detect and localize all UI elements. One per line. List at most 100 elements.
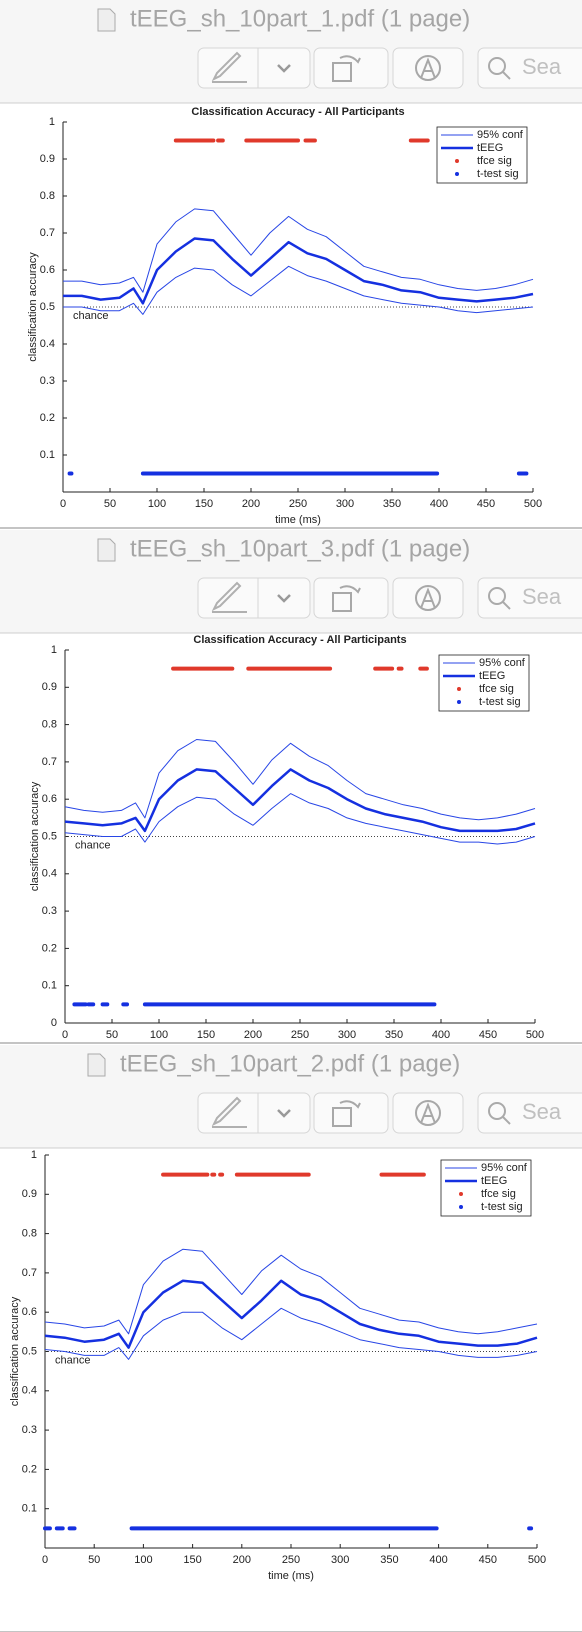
x-tick-label: 50 (106, 1029, 118, 1041)
y-tick-label: 1 (51, 644, 57, 656)
x-tick-label: 350 (380, 1554, 398, 1566)
legend-label: 95% conf (479, 657, 526, 669)
y-tick-label: 1 (49, 116, 55, 128)
legend-box (436, 126, 528, 184)
x-tick-label: 500 (526, 1029, 544, 1041)
legend-label: t-test sig (479, 696, 521, 708)
y-tick-label: 0.4 (22, 1385, 37, 1397)
y-tick-label: 0.9 (40, 153, 55, 165)
search-icon (488, 1102, 506, 1120)
x-tick-label: 0 (62, 1029, 68, 1041)
window-title: tEEG_sh_10part_3.pdf (1 page) (130, 535, 470, 562)
y-tick-label: 0.1 (22, 1503, 37, 1515)
pencil-icon (211, 581, 247, 613)
y-tick-label: 0.5 (40, 301, 55, 313)
x-tick-label: 200 (242, 498, 260, 510)
mean-line (64, 768, 536, 833)
legend-swatch (459, 1205, 463, 1209)
search-field[interactable] (477, 47, 582, 89)
search-placeholder: Sea (522, 54, 562, 79)
legend-label: t-test sig (481, 1201, 523, 1213)
y-tick-label: 0.4 (40, 338, 55, 350)
annotate-button[interactable] (392, 47, 464, 89)
x-tick-label: 250 (289, 498, 307, 510)
window-title: tEEG_sh_10part_1.pdf (1 page) (130, 5, 470, 32)
chance-label: chance (75, 839, 110, 851)
chart: 0 0.1 0.2 0.3 0.4 0.5 0.6 0.7 0.8 0.9 1 0 50 100 150 20… (29, 634, 544, 1041)
x-tick-label: 450 (479, 1029, 497, 1041)
y-tick-label: 0 (51, 1017, 57, 1029)
x-tick-label: 100 (134, 1554, 152, 1566)
chevron-icon (277, 1109, 291, 1118)
chart-title: Classification Accuracy - All Participan… (193, 634, 406, 646)
search-placeholder: Sea (522, 584, 562, 609)
conf-upper (63, 208, 534, 293)
legend-label: tfce sig (481, 1188, 516, 1200)
x-tick-label: 300 (336, 498, 354, 510)
chart: 0.1 0.2 0.3 0.4 0.5 0.6 0.7 0.8 0.9 1 0 50 100 150 200… (27, 106, 542, 526)
pencil-icon (211, 51, 247, 83)
y-tick-label: 1 (31, 1149, 37, 1161)
x-tick-label: 500 (528, 1554, 546, 1566)
x-tick-label: 450 (479, 1554, 497, 1566)
rotate-icon (332, 55, 361, 82)
annotate-glyph (420, 587, 436, 609)
x-tick-label: 350 (385, 1029, 403, 1041)
conf-lower (63, 265, 534, 315)
legend-box (440, 1159, 532, 1217)
y-tick-label: 0.9 (42, 681, 57, 693)
conf-upper (64, 739, 536, 821)
search-handle (502, 1116, 511, 1125)
y-tick-label: 0.3 (22, 1424, 37, 1436)
y-axis-label: classification accuracy (29, 781, 41, 891)
y-tick-label: 0.9 (22, 1188, 37, 1200)
legend-box (438, 654, 530, 712)
x-tick-label: 300 (338, 1029, 356, 1041)
search-field[interactable] (477, 1092, 582, 1134)
legend-swatch (455, 159, 459, 163)
legend-swatch (457, 687, 461, 691)
x-tick-label: 200 (233, 1554, 251, 1566)
annotate-icon (415, 1100, 441, 1126)
pencil-icon (211, 1096, 247, 1128)
legend-swatch (457, 700, 461, 704)
conf-lower (44, 1307, 538, 1360)
markup-button[interactable] (197, 577, 311, 619)
x-tick-label: 250 (282, 1554, 300, 1566)
legend-label: 95% conf (481, 1162, 528, 1174)
x-tick-label: 400 (430, 498, 448, 510)
legend-label: tEEG (479, 670, 505, 682)
search-icon (488, 57, 506, 75)
x-tick-label: 350 (383, 498, 401, 510)
y-tick-label: 0.2 (40, 412, 55, 424)
x-tick-label: 450 (477, 498, 495, 510)
legend-label: tfce sig (477, 155, 512, 167)
legend-label: tfce sig (479, 683, 514, 695)
y-tick-label: 0.4 (42, 868, 57, 880)
y-tick-label: 0.8 (42, 719, 57, 731)
rotate-icon (332, 1100, 361, 1127)
y-tick-label: 0.6 (40, 264, 55, 276)
y-tick-label: 0.3 (42, 905, 57, 917)
y-tick-label: 0.2 (42, 942, 57, 954)
mean-line (63, 237, 534, 305)
markup-button[interactable] (197, 47, 311, 89)
annotate-button[interactable] (392, 1092, 464, 1134)
markup-button[interactable] (197, 1092, 311, 1134)
y-axis-label: classification accuracy (27, 252, 39, 362)
y-tick-label: 0.2 (22, 1463, 37, 1475)
x-tick-label: 250 (291, 1029, 309, 1041)
conf-lower (64, 793, 536, 845)
x-tick-label: 500 (524, 498, 542, 510)
rotate-icon (332, 585, 361, 612)
search-field[interactable] (477, 577, 582, 619)
y-tick-label: 0.8 (40, 190, 55, 202)
window-title: tEEG_sh_10part_2.pdf (1 page) (120, 1050, 460, 1077)
annotate-icon (415, 55, 441, 81)
window: tEEG_sh_10part_1.pdf (1 page)Sea0.10.20.… (0, 0, 582, 529)
x-tick-label: 200 (244, 1029, 262, 1041)
search-handle (502, 71, 511, 80)
y-tick-label: 0.7 (22, 1267, 37, 1279)
annotate-button[interactable] (392, 577, 464, 619)
x-tick-label: 150 (183, 1554, 201, 1566)
